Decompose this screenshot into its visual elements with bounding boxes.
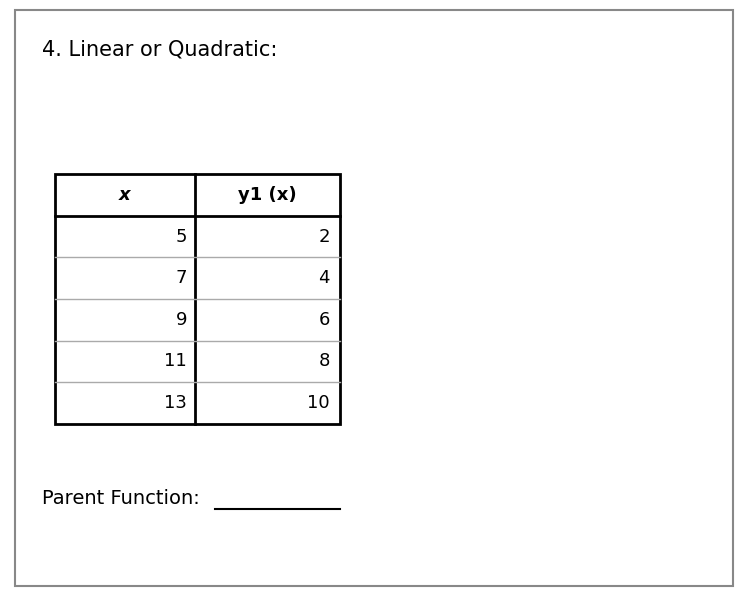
Text: 11: 11 [165,352,187,371]
Text: Parent Function:: Parent Function: [42,489,200,508]
Text: 4: 4 [319,269,330,287]
Text: 6: 6 [319,311,330,329]
Text: 2: 2 [319,228,330,245]
Text: 5: 5 [176,228,187,245]
Text: 13: 13 [164,394,187,412]
Text: 4. Linear or Quadratic:: 4. Linear or Quadratic: [42,39,278,59]
Bar [55,174,340,424]
Text: x: x [119,186,131,204]
Text: 7: 7 [176,269,187,287]
Text: 9: 9 [176,311,187,329]
Text: y1 (x): y1 (x) [238,186,297,204]
Text: 8: 8 [319,352,330,371]
Text: 10: 10 [307,394,330,412]
